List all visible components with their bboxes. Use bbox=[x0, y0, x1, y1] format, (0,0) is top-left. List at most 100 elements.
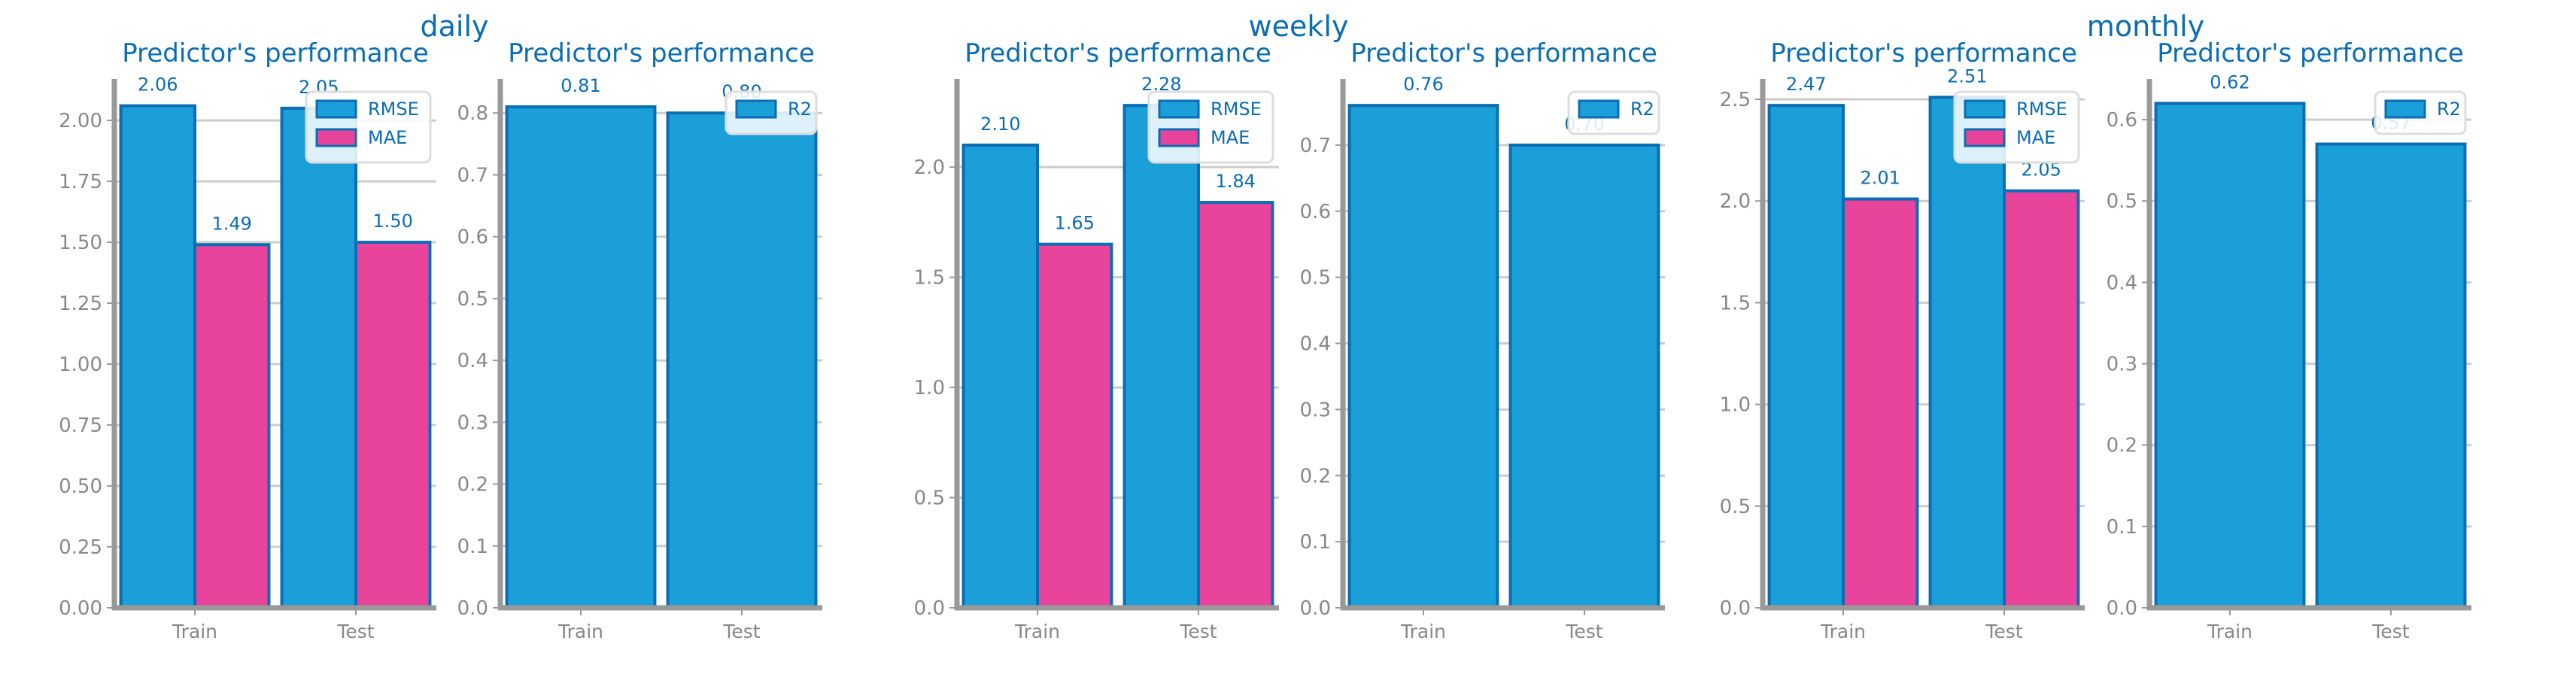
bar-r2-test bbox=[666, 111, 818, 609]
x-tick-label: Train bbox=[557, 621, 603, 642]
legend-swatch-r2 bbox=[1578, 99, 1620, 119]
legend-label: RMSE bbox=[368, 99, 419, 120]
y-tick-label: 0.7 bbox=[457, 164, 488, 187]
chart-title: Predictor's performance bbox=[2157, 38, 2464, 68]
x-tick-label: Train bbox=[1820, 621, 1866, 642]
y-tick-label: 0.50 bbox=[59, 475, 102, 498]
y-tick-label: 2.0 bbox=[1720, 190, 1751, 213]
y-tick-label: 0.8 bbox=[457, 102, 488, 125]
bar-r2-test bbox=[2315, 142, 2467, 609]
bar-rmse-train bbox=[1767, 104, 1845, 609]
y-tick-label: 0.0 bbox=[2107, 597, 2137, 620]
bar-value-label: 0.81 bbox=[560, 75, 600, 96]
x-tick-label: Train bbox=[172, 621, 217, 642]
x-tick-label: Test bbox=[2371, 621, 2409, 642]
y-tick-label: 0.0 bbox=[1300, 597, 1331, 620]
legend-swatch-rmse bbox=[1964, 99, 2006, 119]
y-tick-label: 2.00 bbox=[59, 110, 102, 132]
chart-legend: RMSE MAE bbox=[1147, 90, 1274, 164]
bar-rmse-test bbox=[1122, 104, 1201, 609]
y-tick-label: 0.25 bbox=[59, 536, 102, 559]
bar-rmse-test bbox=[1928, 96, 2006, 610]
group-suptitle: monthly bbox=[2087, 10, 2204, 43]
bar-rmse-train bbox=[119, 104, 196, 610]
chart-axes: Predictor's performance 0.0 0.1 0.2 0.3 0.4 0.… bbox=[457, 38, 822, 642]
x-tick-label: Test bbox=[1565, 621, 1602, 642]
y-tick-label: 0.5 bbox=[1300, 267, 1331, 290]
legend-label: RMSE bbox=[1211, 99, 1262, 120]
legend-swatch-rmse bbox=[315, 99, 357, 119]
y-tick-label: 0.1 bbox=[1300, 531, 1331, 554]
legend-swatch-mae bbox=[315, 128, 357, 147]
x-tick-label: Train bbox=[2207, 621, 2252, 642]
y-tick-label: 1.5 bbox=[914, 267, 945, 290]
bar-value-label: 1.50 bbox=[373, 211, 413, 232]
y-tick-label: 0.4 bbox=[457, 350, 488, 372]
y-tick-label: 0.1 bbox=[457, 536, 488, 558]
y-tick-label: 0.4 bbox=[2107, 272, 2137, 294]
bar-value-label: 2.06 bbox=[138, 74, 178, 96]
x-tick-label: Train bbox=[1400, 621, 1446, 642]
bar-r2-train bbox=[505, 105, 657, 609]
y-tick-label: 0.2 bbox=[457, 474, 488, 496]
chart-title: Predictor's performance bbox=[122, 38, 429, 68]
chart-legend: R2 bbox=[1567, 90, 1660, 135]
chart-title: Predictor's performance bbox=[964, 38, 1271, 68]
y-tick-label: 0.3 bbox=[1300, 399, 1331, 421]
bar-value-label: 0.62 bbox=[2210, 71, 2249, 93]
bar-rmse-train bbox=[961, 143, 1040, 609]
bar-r2-train bbox=[2154, 102, 2306, 609]
y-tick-label: 0.6 bbox=[457, 226, 488, 249]
bar-mae-test bbox=[354, 241, 432, 609]
chart-axes: Predictor's performance 0.0 0.1 0.2 0.3 0.4 0.… bbox=[1300, 38, 1665, 642]
bar-value-label: 1.84 bbox=[1216, 171, 1256, 192]
y-tick-label: 2.0 bbox=[914, 156, 945, 179]
chart-legend: R2 bbox=[2374, 90, 2467, 135]
y-tick-label: 0.0 bbox=[457, 597, 488, 620]
bar-value-label: 2.47 bbox=[1786, 74, 1826, 95]
bar-mae-test bbox=[2003, 189, 2080, 609]
bar-rmse-test bbox=[280, 106, 357, 610]
chart-axes: Predictor's performance 0.0 0.1 0.2 0.3 0.4 0.… bbox=[2107, 38, 2471, 642]
bar-mae-train bbox=[193, 243, 271, 609]
y-tick-label: 1.25 bbox=[59, 293, 102, 315]
chart-axes: Predictor's performance 0.00 0.25 0.50 0.75 1… bbox=[59, 38, 436, 642]
legend-swatch-mae bbox=[1158, 128, 1200, 147]
x-tick-label: Train bbox=[1014, 621, 1060, 642]
bar-r2-train bbox=[1347, 104, 1499, 609]
chart-legend: RMSE MAE bbox=[305, 90, 432, 164]
y-tick-label: 0.00 bbox=[59, 597, 102, 620]
x-tick-label: Test bbox=[336, 621, 374, 642]
y-tick-label: 1.50 bbox=[59, 232, 102, 254]
y-tick-label: 0.3 bbox=[457, 411, 488, 434]
y-tick-label: 1.0 bbox=[914, 377, 945, 399]
y-tick-label: 0.6 bbox=[1300, 201, 1331, 223]
y-tick-label: 0.0 bbox=[914, 597, 945, 620]
y-tick-label: 0.4 bbox=[1300, 333, 1331, 356]
legend-label: R2 bbox=[1630, 99, 1654, 120]
chart-title: Predictor's performance bbox=[1770, 38, 2077, 68]
bar-value-label: 1.49 bbox=[212, 213, 252, 234]
bar-value-label: 1.65 bbox=[1055, 213, 1095, 234]
y-tick-label: 0.2 bbox=[2107, 435, 2137, 457]
legend-label: MAE bbox=[368, 127, 407, 148]
chart-axes: Predictor's performance 0.0 0.5 1.0 1.5 2.0 2.… bbox=[914, 38, 1279, 642]
bar-value-label: 2.10 bbox=[980, 114, 1020, 135]
chart-title: Predictor's performance bbox=[1350, 38, 1657, 68]
bar-mae-train bbox=[1842, 197, 1919, 609]
legend-label: R2 bbox=[2437, 99, 2461, 120]
y-tick-label: 0.1 bbox=[2107, 516, 2137, 539]
y-tick-label: 1.75 bbox=[59, 171, 102, 193]
legend-label: R2 bbox=[788, 99, 812, 120]
y-tick-label: 0.0 bbox=[1720, 597, 1751, 620]
y-tick-label: 1.00 bbox=[59, 354, 102, 376]
y-tick-label: 0.6 bbox=[2107, 109, 2137, 132]
group-suptitle: daily bbox=[420, 10, 488, 43]
legend-label: RMSE bbox=[2016, 99, 2067, 120]
y-tick-label: 0.5 bbox=[1720, 496, 1751, 518]
group-suptitle: weekly bbox=[1249, 10, 1349, 43]
legend-swatch-r2 bbox=[735, 99, 777, 119]
chart-legend: R2 bbox=[724, 90, 818, 135]
x-tick-label: Test bbox=[1985, 621, 2022, 642]
